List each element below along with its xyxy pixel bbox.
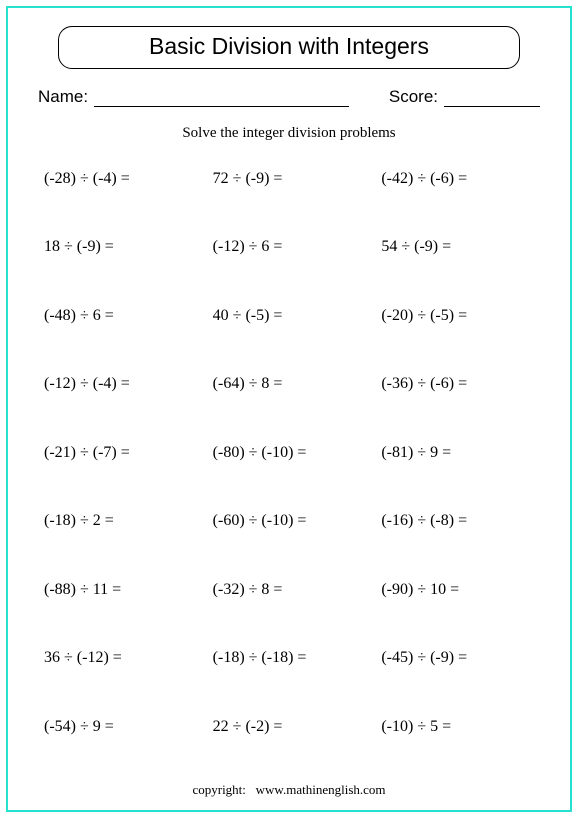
worksheet-page: Basic Division with Integers Name: Score… (8, 8, 570, 810)
problem-cell: 72 ÷ (-9) = (205, 162, 374, 230)
problem-expression: 72 ÷ (-9) = (213, 170, 283, 188)
title-box: Basic Division with Integers (58, 26, 520, 69)
problem-expression: (-21) ÷ (-7) = (44, 444, 130, 462)
problem-cell: (-90) ÷ 10 = (373, 573, 542, 641)
problem-cell: 40 ÷ (-5) = (205, 299, 374, 367)
problem-expression: (-12) ÷ (-4) = (44, 375, 130, 393)
problem-cell: (-32) ÷ 8 = (205, 573, 374, 641)
problem-expression: (-20) ÷ (-5) = (381, 307, 467, 325)
problem-cell: (-12) ÷ (-4) = (36, 367, 205, 435)
problem-expression: 54 ÷ (-9) = (381, 238, 451, 256)
score-blank[interactable] (444, 89, 540, 107)
problem-expression: (-16) ÷ (-8) = (381, 512, 467, 530)
problem-cell: (-18) ÷ (-18) = (205, 641, 374, 709)
problem-cell: (-10) ÷ 5 = (373, 710, 542, 778)
problem-cell: (-21) ÷ (-7) = (36, 436, 205, 504)
problem-cell: (-16) ÷ (-8) = (373, 504, 542, 572)
problem-cell: (-80) ÷ (-10) = (205, 436, 374, 504)
problem-expression: (-88) ÷ 11 = (44, 581, 121, 599)
problem-cell: (-60) ÷ (-10) = (205, 504, 374, 572)
problem-cell: (-64) ÷ 8 = (205, 367, 374, 435)
problem-cell: (-54) ÷ 9 = (36, 710, 205, 778)
problem-cell: (-18) ÷ 2 = (36, 504, 205, 572)
problem-cell: (-88) ÷ 11 = (36, 573, 205, 641)
problem-cell: (-12) ÷ 6 = (205, 230, 374, 298)
instructions: Solve the integer division problems (34, 125, 544, 142)
problem-expression: (-10) ÷ 5 = (381, 718, 451, 736)
problem-expression: (-80) ÷ (-10) = (213, 444, 307, 462)
problem-expression: (-45) ÷ (-9) = (381, 649, 467, 667)
problem-expression: (-28) ÷ (-4) = (44, 170, 130, 188)
score-label: Score: (389, 87, 438, 107)
problem-expression: (-32) ÷ 8 = (213, 581, 283, 599)
problem-expression: 36 ÷ (-12) = (44, 649, 122, 667)
footer: copyright: www.mathinenglish.com (34, 778, 544, 800)
problem-cell: (-36) ÷ (-6) = (373, 367, 542, 435)
meta-row: Name: Score: (38, 87, 540, 107)
problem-expression: 40 ÷ (-5) = (213, 307, 283, 325)
problem-cell: 22 ÷ (-2) = (205, 710, 374, 778)
problem-expression: (-48) ÷ 6 = (44, 307, 114, 325)
problem-expression: (-54) ÷ 9 = (44, 718, 114, 736)
copyright-label: copyright: (192, 782, 245, 797)
problem-cell: (-48) ÷ 6 = (36, 299, 205, 367)
problem-cell: (-20) ÷ (-5) = (373, 299, 542, 367)
name-label: Name: (38, 87, 88, 107)
problem-cell: 36 ÷ (-12) = (36, 641, 205, 709)
problem-expression: (-18) ÷ (-18) = (213, 649, 307, 667)
worksheet-title: Basic Division with Integers (59, 33, 519, 60)
problem-expression: 22 ÷ (-2) = (213, 718, 283, 736)
problem-cell: (-45) ÷ (-9) = (373, 641, 542, 709)
problems-grid: (-28) ÷ (-4) = 72 ÷ (-9) = (-42) ÷ (-6) = 1… (34, 162, 544, 778)
problem-expression: (-60) ÷ (-10) = (213, 512, 307, 530)
problem-cell: 54 ÷ (-9) = (373, 230, 542, 298)
problem-expression: (-64) ÷ 8 = (213, 375, 283, 393)
problem-expression: (-81) ÷ 9 = (381, 444, 451, 462)
problem-cell: (-42) ÷ (-6) = (373, 162, 542, 230)
problem-expression: (-90) ÷ 10 = (381, 581, 459, 599)
problem-expression: 18 ÷ (-9) = (44, 238, 114, 256)
problem-cell: (-28) ÷ (-4) = (36, 162, 205, 230)
problem-expression: (-42) ÷ (-6) = (381, 170, 467, 188)
problem-cell: 18 ÷ (-9) = (36, 230, 205, 298)
name-blank[interactable] (94, 89, 349, 107)
copyright-site: www.mathinenglish.com (256, 782, 386, 797)
problem-expression: (-12) ÷ 6 = (213, 238, 283, 256)
problem-cell: (-81) ÷ 9 = (373, 436, 542, 504)
problem-expression: (-36) ÷ (-6) = (381, 375, 467, 393)
problem-expression: (-18) ÷ 2 = (44, 512, 114, 530)
